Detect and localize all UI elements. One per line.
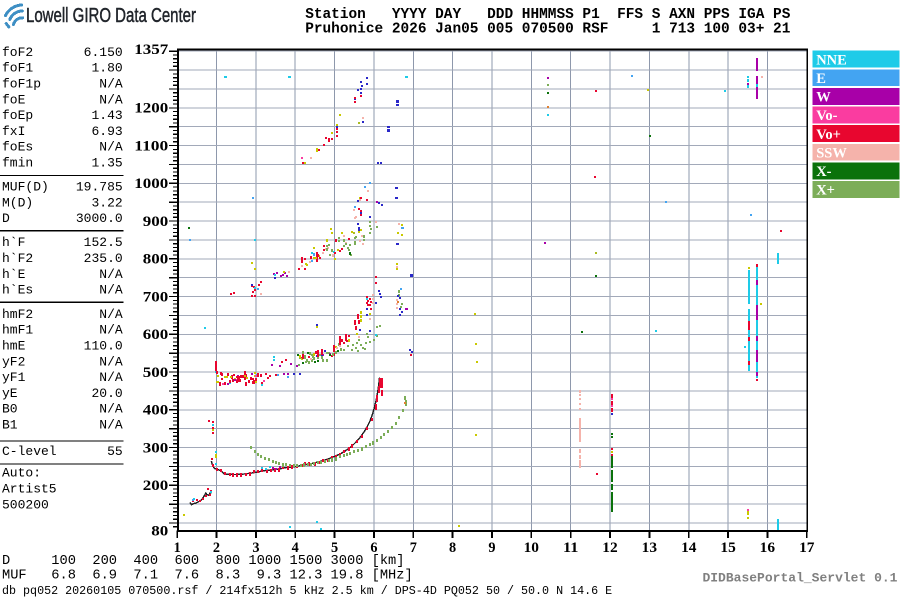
svg-text:N/A: N/A <box>99 77 123 92</box>
svg-text:yE: yE <box>2 386 18 401</box>
svg-text:152.5: 152.5 <box>84 235 123 250</box>
svg-text:foE: foE <box>2 92 26 107</box>
svg-text:10: 10 <box>524 540 539 556</box>
svg-text:db pq052 20260105 070500.rsf /: db pq052 20260105 070500.rsf / 214fx512h… <box>2 584 612 598</box>
svg-text:8: 8 <box>449 540 456 556</box>
svg-text:1.43: 1.43 <box>91 108 122 123</box>
svg-text:Station YYYY DAY DDD HHMMS: Station YYYY DAY DDD HHMMSS P1 FFS S AXN… <box>305 7 791 23</box>
svg-text:2: 2 <box>213 540 220 556</box>
svg-text:DIDBasePortal_Servlet 0.1: DIDBasePortal_Servlet 0.1 <box>702 571 897 586</box>
svg-text:N/A: N/A <box>99 370 123 385</box>
svg-text:foF1: foF1 <box>2 61 33 76</box>
svg-text:B0: B0 <box>2 402 18 417</box>
svg-text:1100: 1100 <box>134 138 168 154</box>
svg-text:600: 600 <box>143 327 169 343</box>
svg-text:yF1: yF1 <box>2 370 26 385</box>
svg-text:N/A: N/A <box>99 323 123 338</box>
svg-text:NNE: NNE <box>816 52 847 68</box>
svg-text:SSW: SSW <box>816 145 847 161</box>
svg-text:h`F2: h`F2 <box>2 251 33 266</box>
svg-text:6: 6 <box>370 540 377 556</box>
svg-text:55: 55 <box>107 444 123 459</box>
svg-text:N/A: N/A <box>99 267 123 282</box>
svg-text:15: 15 <box>720 540 735 556</box>
svg-text:hmF1: hmF1 <box>2 323 33 338</box>
svg-text:hmF2: hmF2 <box>2 307 33 322</box>
svg-text:80: 80 <box>151 523 168 539</box>
svg-text:h`F: h`F <box>2 235 25 250</box>
svg-text:19.785: 19.785 <box>76 180 123 195</box>
svg-text:W: W <box>816 90 831 106</box>
svg-text:foF2: foF2 <box>2 45 33 60</box>
svg-text:1000: 1000 <box>134 176 168 192</box>
svg-text:Artist5: Artist5 <box>2 482 57 497</box>
svg-text:MUF 6.8 6.9 7.1 7.6 8.3: MUF 6.8 6.9 7.1 7.6 8.3 9.3 12.3 19.8 [M… <box>2 569 413 584</box>
svg-text:N/A: N/A <box>99 402 123 417</box>
svg-text:Vo+: Vo+ <box>816 127 841 143</box>
svg-text:B1: B1 <box>2 417 18 432</box>
svg-text:N/A: N/A <box>99 307 123 322</box>
svg-text:fxI: fxI <box>2 124 25 139</box>
svg-text:9: 9 <box>488 540 495 556</box>
svg-text:3000.0: 3000.0 <box>76 211 123 226</box>
svg-text:C-level: C-level <box>2 444 57 459</box>
svg-text:13: 13 <box>642 540 657 556</box>
svg-text:X+: X+ <box>816 183 835 199</box>
svg-text:5: 5 <box>331 540 338 556</box>
svg-text:6.93: 6.93 <box>91 124 122 139</box>
svg-text:foF1p: foF1p <box>2 77 41 92</box>
svg-text:700: 700 <box>143 289 169 305</box>
svg-text:500: 500 <box>143 365 169 381</box>
svg-text:7: 7 <box>410 540 417 556</box>
svg-text:h`Es: h`Es <box>2 283 33 298</box>
svg-text:14: 14 <box>681 540 696 556</box>
svg-text:foEs: foEs <box>2 140 33 155</box>
svg-text:N/A: N/A <box>99 140 123 155</box>
svg-text:N/A: N/A <box>99 283 123 298</box>
svg-text:200: 200 <box>143 478 169 494</box>
svg-text:110.0: 110.0 <box>84 339 123 354</box>
svg-text:M(D): M(D) <box>2 195 33 210</box>
svg-text:1200: 1200 <box>134 101 168 117</box>
svg-text:3.22: 3.22 <box>91 195 122 210</box>
svg-text:20.0: 20.0 <box>91 386 122 401</box>
svg-text:800: 800 <box>143 252 169 268</box>
svg-text:E: E <box>816 71 826 87</box>
svg-text:Auto:: Auto: <box>2 466 41 481</box>
svg-text:1.80: 1.80 <box>91 61 122 76</box>
svg-text:300: 300 <box>143 440 169 456</box>
svg-text:Vo-: Vo- <box>816 108 837 124</box>
svg-text:foEp: foEp <box>2 108 33 123</box>
svg-text:11: 11 <box>563 540 578 556</box>
svg-text:X-: X- <box>816 164 831 180</box>
svg-text:1.35: 1.35 <box>91 155 122 170</box>
svg-text:6.150: 6.150 <box>84 45 123 60</box>
svg-text:900: 900 <box>143 214 169 230</box>
svg-text:N/A: N/A <box>99 92 123 107</box>
svg-text:12: 12 <box>602 540 617 556</box>
svg-text:yF2: yF2 <box>2 354 25 369</box>
svg-text:500200: 500200 <box>2 497 49 512</box>
svg-text:fmin: fmin <box>2 155 33 170</box>
svg-text:D: D <box>2 211 10 226</box>
svg-text:400: 400 <box>143 403 169 419</box>
svg-text:3: 3 <box>252 540 259 556</box>
svg-text:1: 1 <box>174 540 181 556</box>
svg-text:Lowell GIRO Data Center: Lowell GIRO Data Center <box>26 4 196 27</box>
svg-text:17: 17 <box>799 540 814 556</box>
svg-text:Pruhonice 2026 Jan05 005 07050: Pruhonice 2026 Jan05 005 070500 RSF 1 71… <box>305 21 791 37</box>
svg-text:4: 4 <box>292 540 299 556</box>
svg-text:h`E: h`E <box>2 267 26 282</box>
svg-text:N/A: N/A <box>99 354 123 369</box>
svg-text:MUF(D): MUF(D) <box>2 180 49 195</box>
svg-text:hmE: hmE <box>2 339 26 354</box>
svg-text:D 100 200 400 600 800: D 100 200 400 600 800 1000 1500 3000 [km… <box>2 554 404 569</box>
svg-text:235.0: 235.0 <box>84 251 123 266</box>
svg-text:16: 16 <box>760 540 775 556</box>
svg-text:N/A: N/A <box>99 417 123 432</box>
svg-text:1357: 1357 <box>134 42 168 58</box>
